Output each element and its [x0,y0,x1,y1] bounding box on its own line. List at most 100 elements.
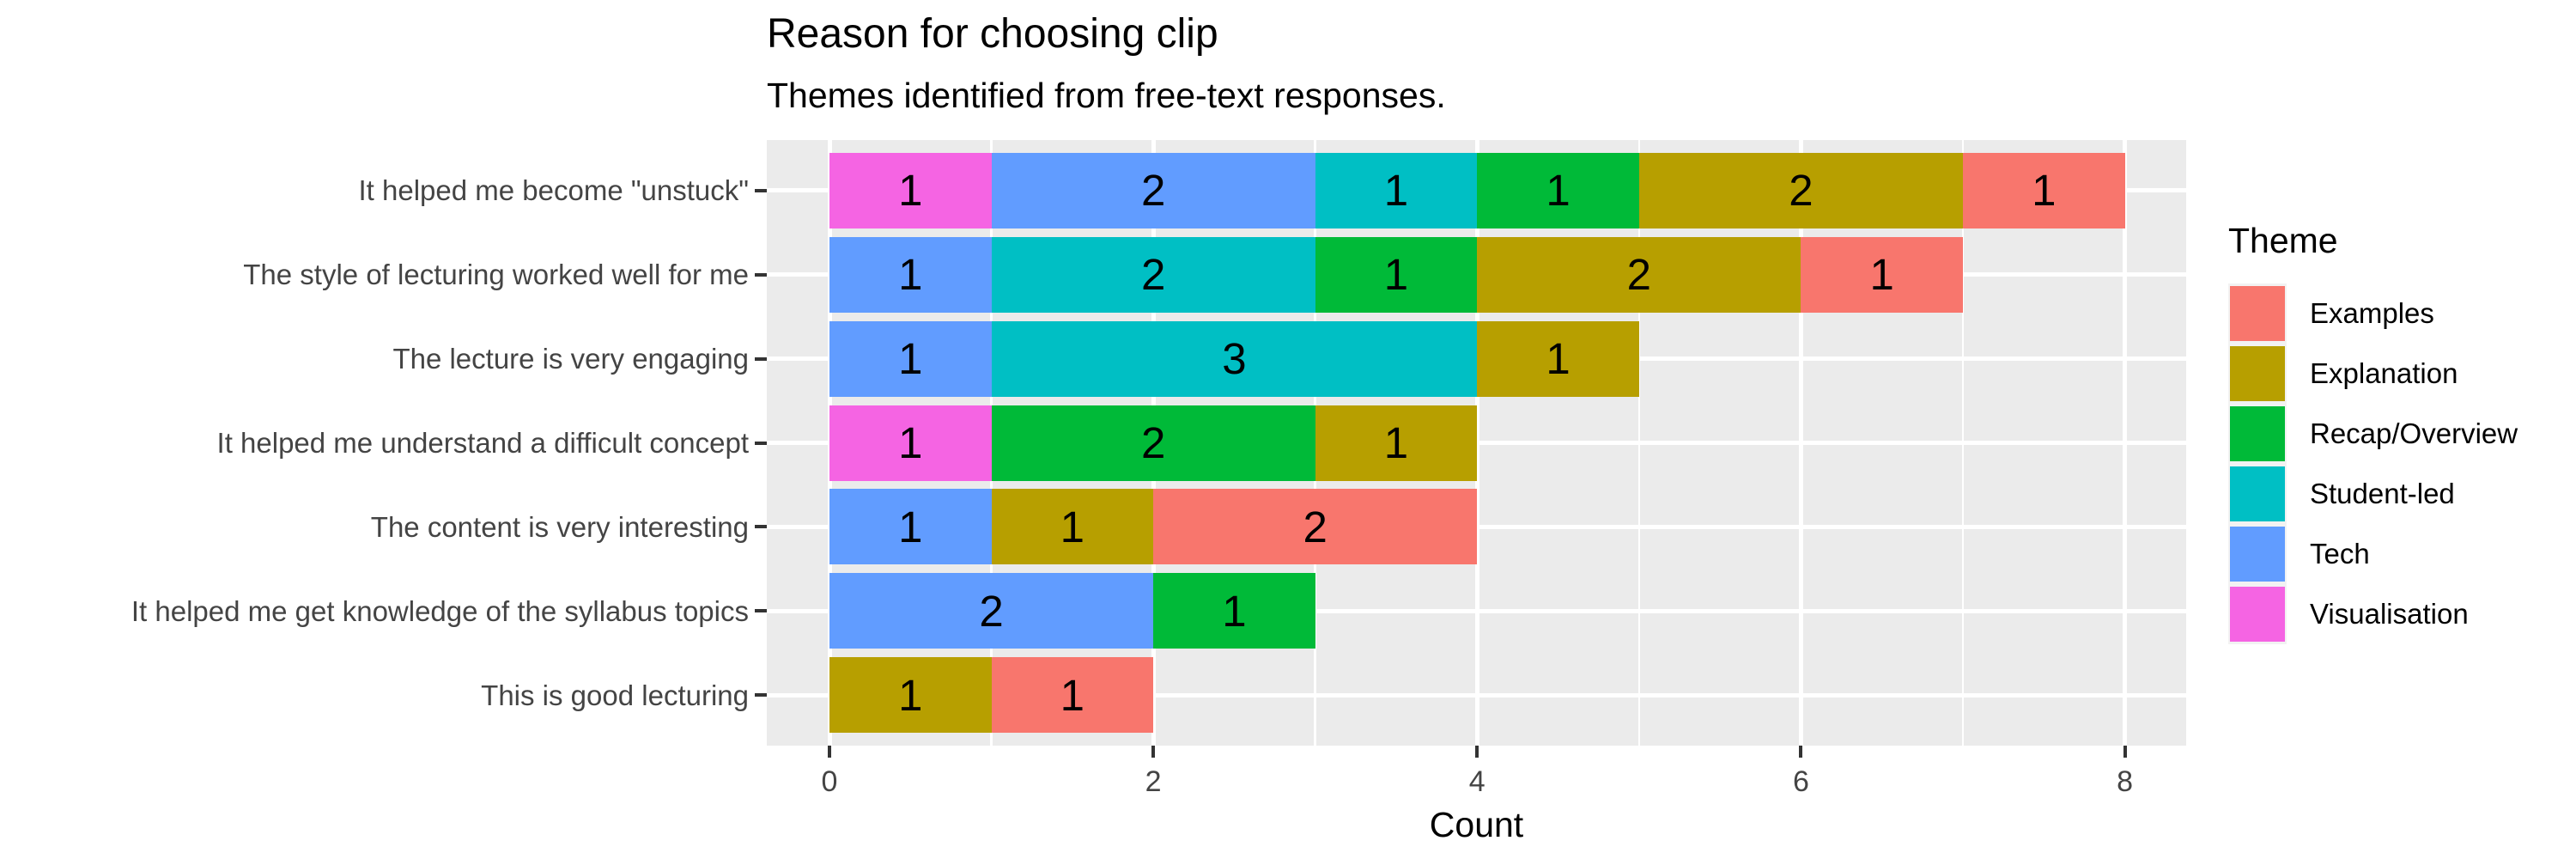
y-axis-label: This is good lecturing [481,679,749,711]
legend-label: Student-led [2310,478,2455,509]
bar-segment-label: 2 [1140,166,1166,216]
x-axis-title: Count [1429,805,1524,844]
bar-segment-label: 1 [1546,334,1571,384]
legend-swatch [2230,406,2285,461]
legend-key [2228,283,2287,344]
legend-key [2228,524,2287,584]
bar-segment: 1 [1315,405,1478,481]
bar-segment: 3 [991,320,1478,397]
legend-label: Tech [2310,538,2370,570]
bar-segment: 1 [1315,236,1478,313]
bar-segment-label: 1 [1869,250,1894,300]
bar-segment-label: 1 [898,670,923,720]
legend-swatch [2230,346,2285,401]
legend-key [2228,344,2287,404]
bar-segment-label: 1 [1060,502,1085,551]
bar-segment-label: 1 [898,334,923,384]
legend-swatch [2230,286,2285,341]
legend-label: Visualisation [2310,598,2469,630]
bar-segment: 1 [829,320,992,397]
y-axis-tick [755,272,767,277]
bar-segment: 1 [829,405,992,481]
bar-segment: 1 [1315,152,1478,228]
y-axis-label: The style of lecturing worked well for m… [243,259,749,291]
bar-segment: 1 [829,152,992,228]
x-axis-tick [828,746,831,758]
y-axis-tick [755,525,767,529]
bar-segment-label: 2 [1626,250,1652,300]
y-axis-tick [755,441,767,445]
bar-segment: 1 [1477,320,1639,397]
bar-segment: 2 [829,573,1154,649]
x-axis-tick-label: 8 [2117,765,2133,798]
grid-minor-x [1637,140,1641,746]
legend-key [2228,404,2287,464]
legend-swatch [2230,466,2285,521]
legend-label: Recap/Overview [2310,417,2518,449]
bar-segment-label: 1 [898,166,923,216]
bar-segment-label: 2 [979,586,1004,636]
grid-major-x [2123,140,2128,746]
grid-minor-x [1961,140,1965,746]
legend-swatch [2230,527,2285,582]
bar-segment-label: 2 [1789,166,1814,216]
x-axis-tick-label: 6 [1792,765,1809,798]
x-axis-tick [1151,746,1156,758]
y-axis-tick [755,693,767,698]
legend-label: Examples [2310,297,2434,329]
bar-segment: 2 [991,152,1315,228]
legend-title: Theme [2228,221,2338,260]
bar-segment-label: 1 [1383,418,1409,467]
bar-segment: 2 [991,405,1315,481]
chart-subtitle: Themes identified from free-text respons… [767,76,1446,115]
bar-segment-label: 2 [1140,418,1166,467]
legend-swatch [2230,587,2285,642]
bar-segment-label: 1 [2032,166,2057,216]
bar-segment: 1 [1962,152,2125,228]
bar-segment: 1 [829,489,992,565]
bar-segment: 1 [991,657,1154,734]
chart-title: Reason for choosing clip [767,11,1218,57]
bar-segment-label: 1 [898,250,923,300]
bar-segment: 2 [991,236,1315,313]
y-axis-tick [755,356,767,361]
bar-segment: 1 [1477,152,1639,228]
bar-segment: 1 [1153,573,1315,649]
bar-segment: 1 [991,489,1154,565]
bar-segment-label: 1 [1222,586,1247,636]
y-axis-label: It helped me become "unstuck" [358,174,749,207]
bar-segment-label: 1 [1383,166,1409,216]
y-axis-tick [755,609,767,613]
bar-segment-label: 2 [1303,502,1327,551]
bar-segment-label: 1 [898,418,923,467]
x-axis-tick-label: 0 [821,765,838,798]
bar-segment-label: 1 [1060,670,1085,720]
bar-segment-label: 3 [1222,334,1247,384]
y-axis-label: It helped me get knowledge of the syllab… [131,594,749,627]
bar-segment: 1 [829,236,992,313]
legend-key [2228,584,2287,644]
y-axis-label: It helped me understand a difficult conc… [216,427,749,459]
bar-segment-label: 1 [1546,166,1571,216]
x-axis-tick [2123,746,2127,758]
x-axis-tick [1475,746,1479,758]
grid-major-x [1474,140,1479,746]
x-axis-tick-label: 4 [1468,765,1485,798]
bar-segment-label: 1 [898,502,923,551]
x-axis-tick [1799,746,1803,758]
bar-segment: 1 [1801,236,1963,313]
legend-label: Explanation [2310,357,2458,389]
plot-panel: 1 2 1 1 2 1 1 2 1 2 1 1 3 1 1 2 1 1 1 2 2 1 1 1 [767,140,2186,746]
bar-segment: 2 [1638,152,1963,228]
bar-segment-label: 2 [1140,250,1166,300]
bar-segment: 2 [1477,236,1801,313]
bar-segment-label: 1 [1383,250,1409,300]
x-axis-tick-label: 2 [1145,765,1162,798]
bar-segment: 2 [1153,489,1478,565]
y-axis-tick [755,188,767,192]
y-axis-label: The content is very interesting [370,510,749,543]
bar-segment: 1 [829,657,992,734]
legend-key [2228,464,2287,524]
y-axis-label: The lecture is very engaging [392,343,749,375]
